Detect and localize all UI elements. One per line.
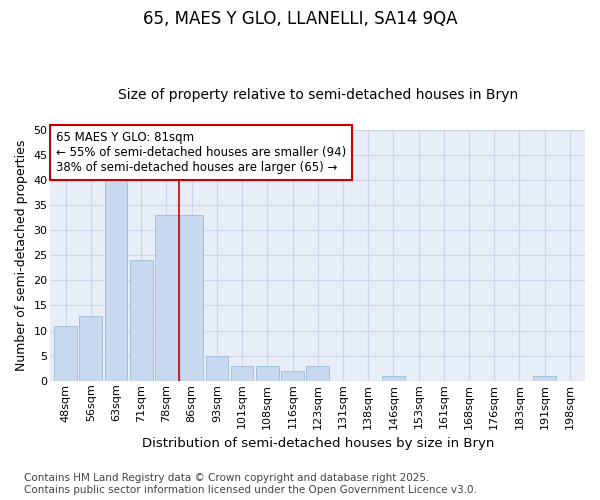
Bar: [104, 180, 127, 381]
Y-axis label: Number of semi-detached properties: Number of semi-detached properties: [15, 140, 28, 371]
Bar: [130, 260, 152, 381]
Text: Contains HM Land Registry data © Crown copyright and database right 2025.
Contai: Contains HM Land Registry data © Crown c…: [24, 474, 477, 495]
X-axis label: Distribution of semi-detached houses by size in Bryn: Distribution of semi-detached houses by …: [142, 437, 494, 450]
Bar: [79, 316, 102, 381]
Title: Size of property relative to semi-detached houses in Bryn: Size of property relative to semi-detach…: [118, 88, 518, 102]
Text: 65 MAES Y GLO: 81sqm
← 55% of semi-detached houses are smaller (94)
38% of semi-: 65 MAES Y GLO: 81sqm ← 55% of semi-detac…: [56, 131, 346, 174]
Bar: [181, 215, 203, 381]
Bar: [533, 376, 556, 381]
Bar: [382, 376, 405, 381]
Bar: [206, 356, 228, 381]
Bar: [256, 366, 278, 381]
Bar: [281, 371, 304, 381]
Bar: [307, 366, 329, 381]
Bar: [231, 366, 253, 381]
Text: 65, MAES Y GLO, LLANELLI, SA14 9QA: 65, MAES Y GLO, LLANELLI, SA14 9QA: [143, 10, 457, 28]
Bar: [54, 326, 77, 381]
Bar: [155, 215, 178, 381]
